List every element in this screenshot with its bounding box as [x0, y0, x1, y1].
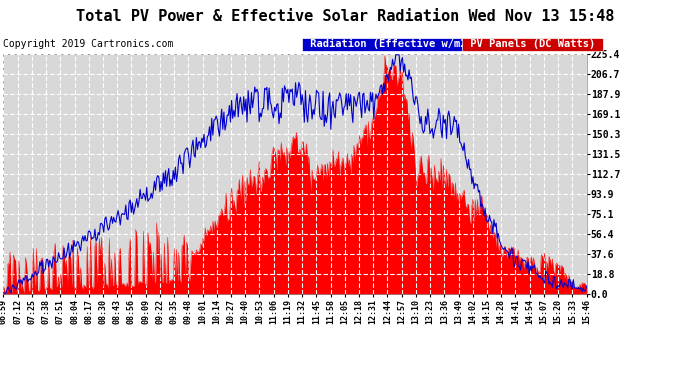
Text: PV Panels (DC Watts): PV Panels (DC Watts) [464, 39, 601, 50]
Text: Copyright 2019 Cartronics.com: Copyright 2019 Cartronics.com [3, 39, 174, 50]
Text: Radiation (Effective w/m2): Radiation (Effective w/m2) [304, 39, 479, 50]
Text: Total PV Power & Effective Solar Radiation Wed Nov 13 15:48: Total PV Power & Effective Solar Radiati… [76, 9, 614, 24]
